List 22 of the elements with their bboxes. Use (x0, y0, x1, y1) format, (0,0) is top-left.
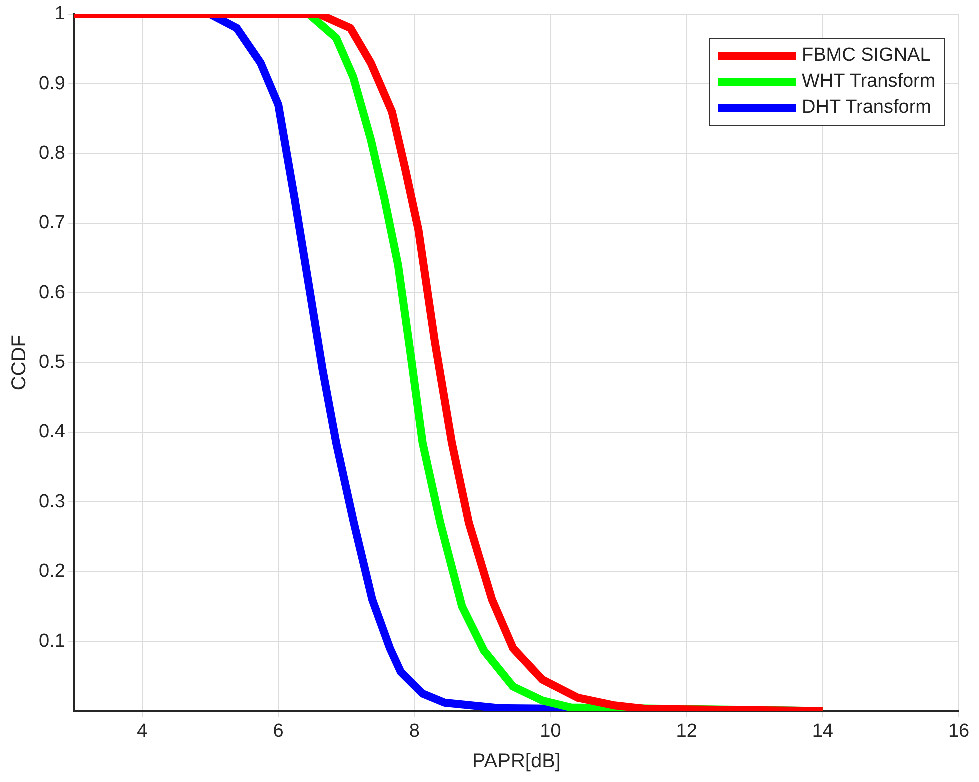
y-axis-title: CCDF (8, 335, 31, 391)
x-tick-label: 12 (676, 720, 698, 742)
y-tick-label: 0.8 (38, 142, 66, 164)
y-tick-label: 0.3 (38, 491, 66, 512)
y-tick-label: 0.2 (38, 561, 66, 582)
y-tick-label: 0.7 (38, 212, 66, 234)
x-tick-label: 14 (812, 720, 834, 742)
x-tick-label: 8 (409, 720, 420, 742)
x-axis-title: PAPR[dB] (472, 750, 561, 773)
y-tick-label: 0.5 (38, 352, 66, 374)
x-tick-label: 16 (948, 720, 970, 742)
x-tick-label: 10 (540, 720, 562, 742)
y-tick-label: 0.9 (38, 73, 66, 94)
legend-label: WHT Transform (802, 71, 936, 94)
y-tick-label: 0.4 (38, 422, 66, 443)
legend-label: DHT Transform (802, 97, 932, 120)
y-tick-label: 0.1 (38, 630, 66, 652)
y-tick-label: 1 (54, 4, 66, 25)
legend-label: FBMC SIGNAL (802, 45, 931, 68)
y-tick-label: 0.6 (38, 282, 66, 304)
x-tick-label: 4 (137, 720, 148, 742)
x-tick-label: 6 (273, 720, 284, 742)
